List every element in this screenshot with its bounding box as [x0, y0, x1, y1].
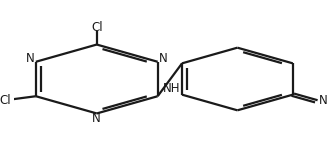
- Text: Cl: Cl: [0, 94, 11, 107]
- Text: N: N: [93, 112, 101, 125]
- Text: N: N: [159, 52, 168, 65]
- Text: Cl: Cl: [91, 21, 103, 34]
- Text: N: N: [319, 94, 328, 107]
- Text: N: N: [26, 52, 34, 65]
- Text: NH: NH: [163, 82, 180, 95]
